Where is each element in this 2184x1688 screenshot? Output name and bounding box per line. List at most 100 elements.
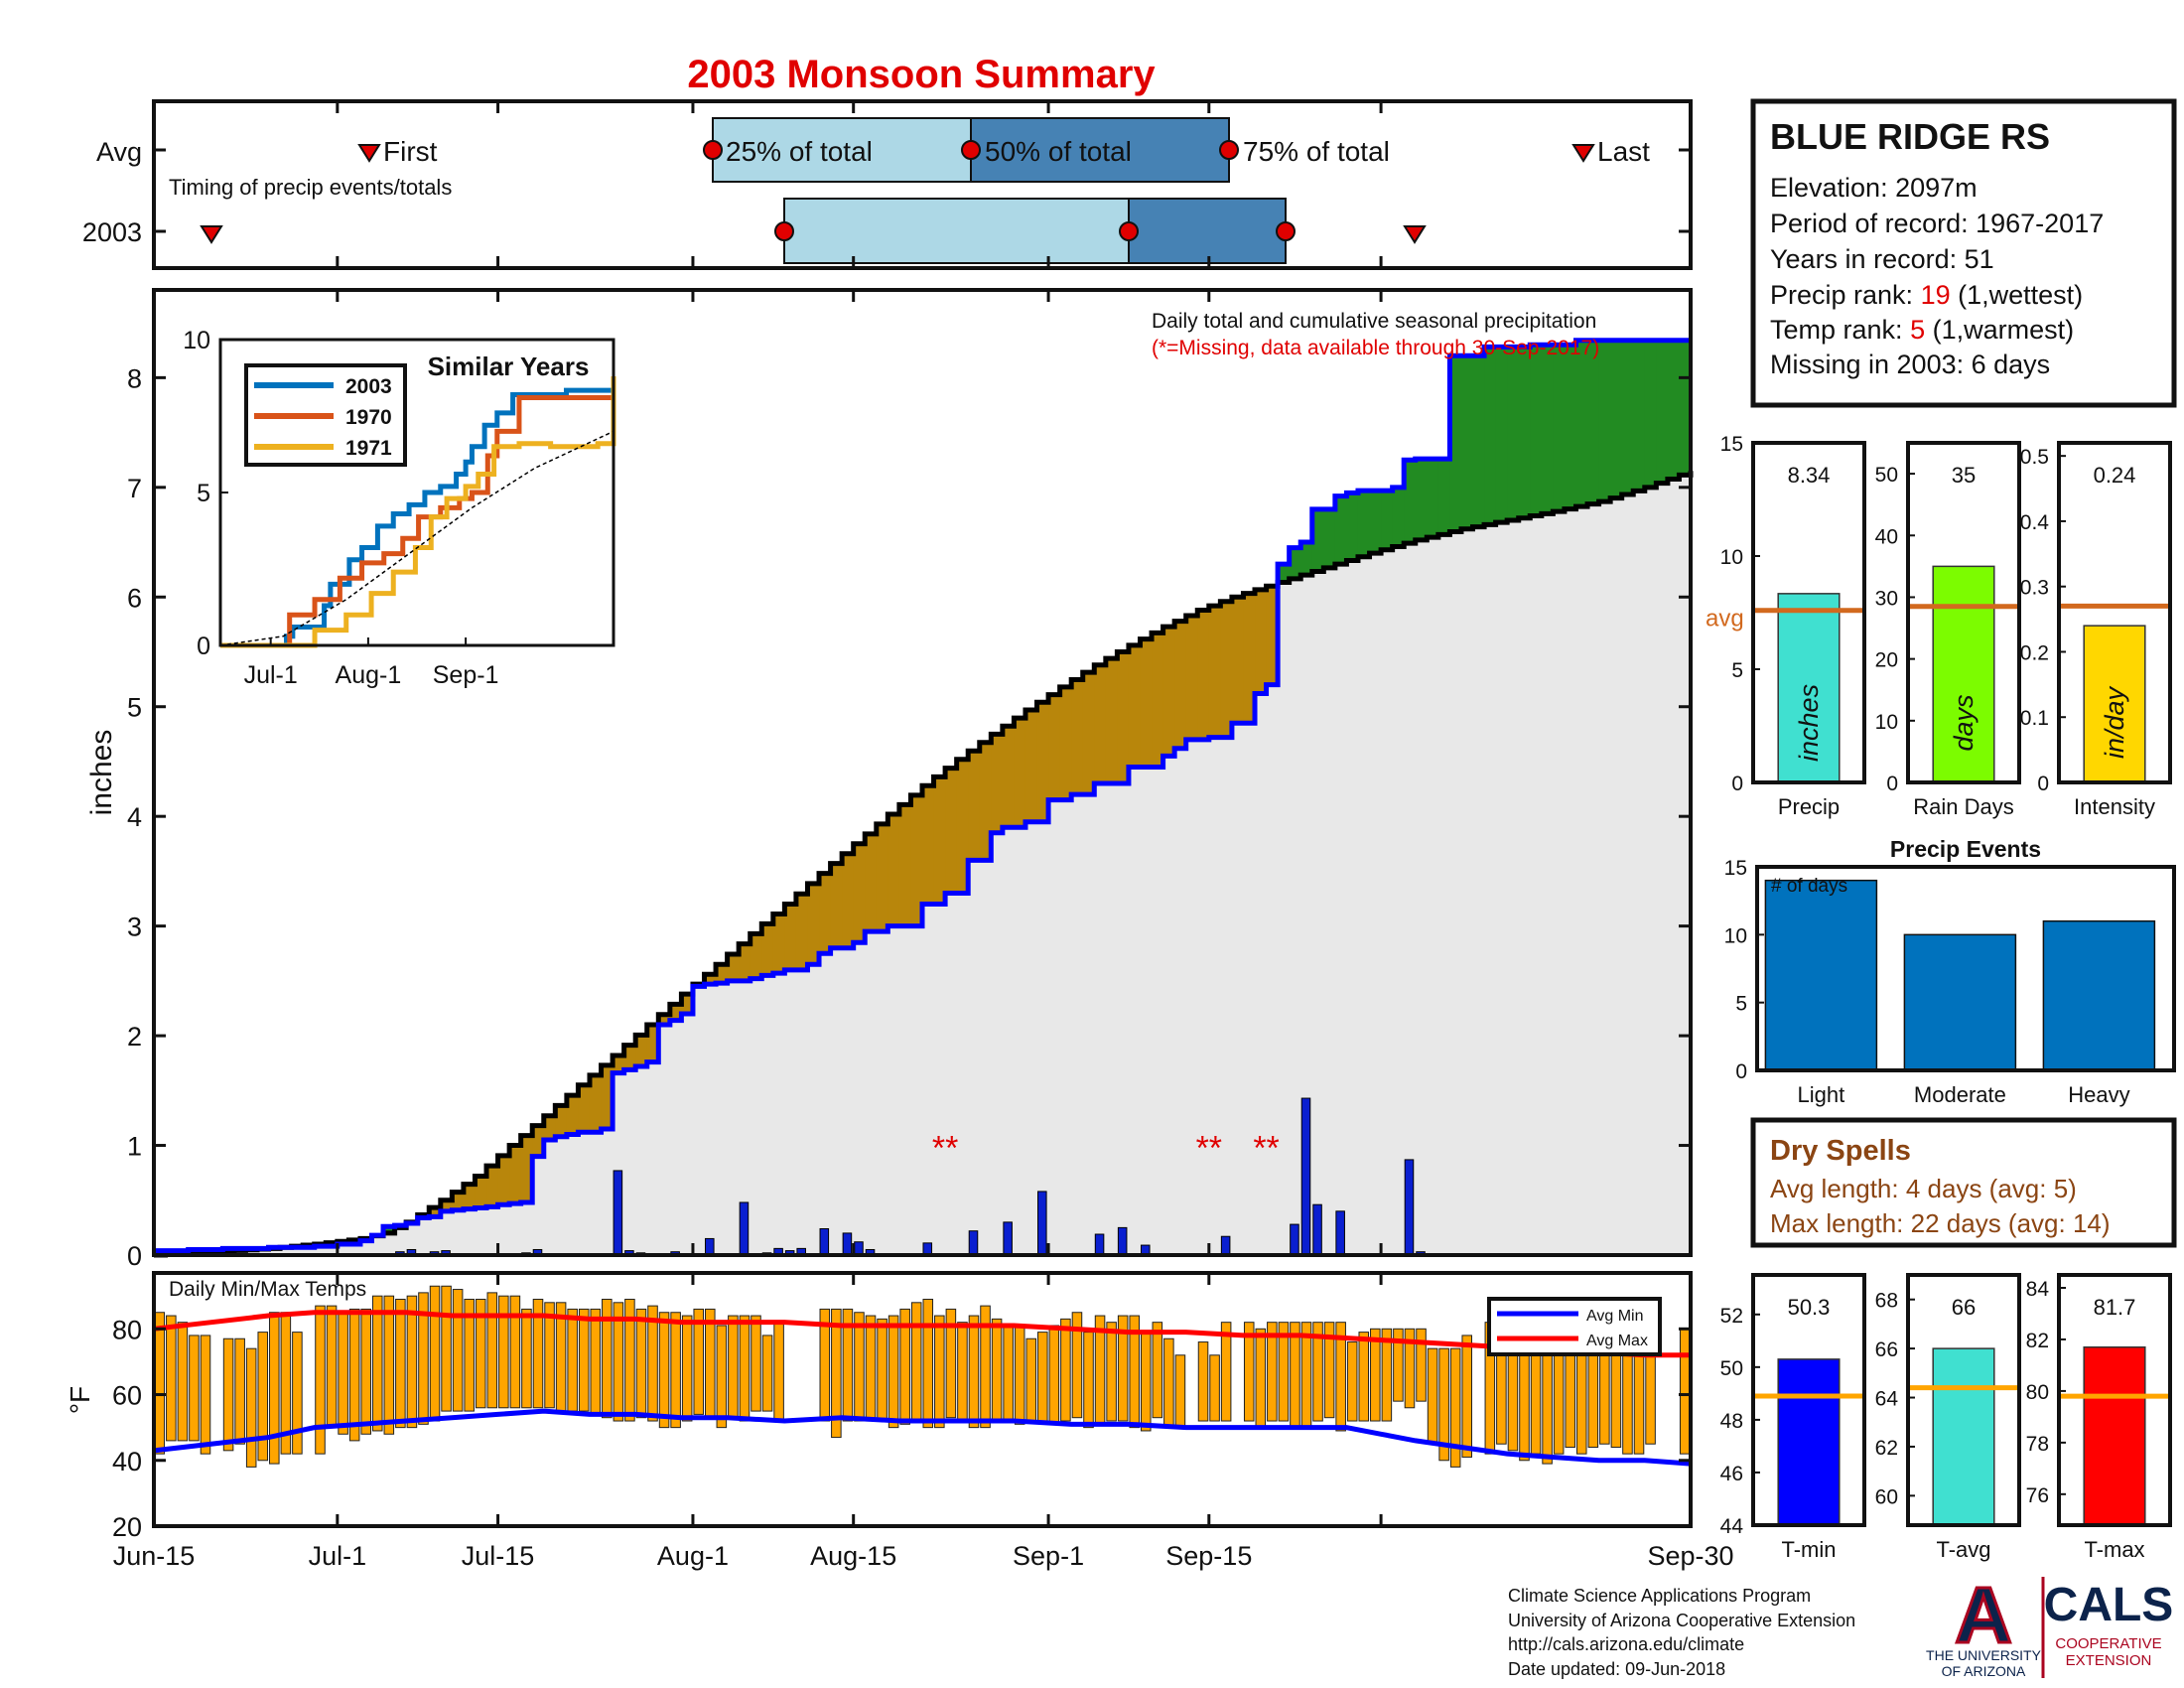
temp-range-bar (429, 1285, 441, 1422)
below-average-fill (681, 994, 694, 1014)
cals-logo: CALS COOPERATIVE EXTENSION (2044, 1579, 2174, 1669)
y2003-box-50-75 (1128, 198, 1287, 264)
ua-logo: A THE UNIVERSITY OF ARIZONA (1926, 1570, 2042, 1680)
temp-range-bar (1003, 1325, 1014, 1422)
temp-range-bar (360, 1308, 371, 1435)
temp-range-bar (521, 1308, 532, 1409)
above-average-fill (1346, 492, 1359, 561)
main-missing-note: (*=Missing, data available through 30-Se… (1152, 337, 1599, 359)
event-category-label: Light (1798, 1082, 1845, 1107)
below-average-fill (1152, 633, 1164, 768)
below-average-fill (1162, 627, 1175, 757)
below-average-fill (1266, 586, 1279, 685)
label-first: First (383, 136, 438, 167)
temp-t-avg-value: 66 (1952, 1295, 1976, 1320)
temp-range-bar (751, 1315, 761, 1412)
temp-ytick-label: 40 (112, 1447, 142, 1477)
main-ytick-label: 5 (127, 693, 142, 723)
y2003-75-marker (1276, 221, 1296, 241)
temp-range-bar (418, 1292, 429, 1425)
timing-row-2003-label: 2003 (82, 217, 142, 247)
precip-rank-prefix: Precip rank: (1770, 280, 1921, 310)
daily-precip-bar (613, 1170, 623, 1256)
below-average-fill (635, 1035, 648, 1067)
above-average-fill (1598, 340, 1611, 502)
daily-precip-bar (1037, 1191, 1047, 1256)
event-ytick-label: 10 (1724, 924, 1747, 947)
summary-precip-label: Precip (1778, 794, 1840, 819)
temp-range-bar (395, 1298, 406, 1429)
temp-range-bar (1438, 1347, 1449, 1462)
daily-precip-bar (1220, 1235, 1231, 1256)
event-ytick-label: 5 (1735, 993, 1747, 1016)
below-average-fill (761, 923, 774, 976)
temp-range-bar (1278, 1322, 1290, 1422)
daily-precip-bar (1300, 1097, 1311, 1256)
summary-intensity-ytick-label: 0.5 (2020, 446, 2049, 469)
event-ytick-label: 15 (1724, 857, 1747, 880)
inset-line-average (219, 430, 614, 646)
temp-range-bar (1449, 1347, 1461, 1468)
avg-first-marker (357, 144, 381, 163)
temp-range-bar (544, 1302, 555, 1409)
summary-rain-days-ytick-label: 20 (1875, 649, 1898, 672)
below-average-fill (887, 813, 900, 926)
temp-t-min-ytick-label: 52 (1720, 1305, 1743, 1328)
dry-spells-frame (1750, 1117, 2177, 1248)
temp-plot-area (153, 1285, 1692, 1468)
temp-line-avg-max (153, 1310, 1691, 1358)
below-average-fill (819, 873, 832, 954)
below-average-fill (739, 943, 751, 981)
footer: Climate Science Applications Program Uni… (1508, 1570, 2174, 1680)
main-ytick-label: 6 (127, 583, 142, 613)
below-average-fill (646, 1025, 659, 1062)
daily-precip-bar (842, 1232, 853, 1256)
timing-note: Timing of precip events/totals (169, 175, 452, 200)
main-ytick-label: 7 (127, 474, 142, 503)
temp-range-bar (842, 1308, 854, 1422)
temp-range-bar (1267, 1322, 1278, 1422)
date-tick-label: Aug-15 (810, 1541, 896, 1571)
station-frame (1750, 98, 2177, 408)
summary-intensity-ytick-label: 0.1 (2020, 707, 2049, 730)
temp-range-bar (509, 1295, 521, 1409)
avg-box-25-50 (712, 117, 972, 183)
temp-range-bar (716, 1325, 728, 1429)
temp-range-bar (980, 1305, 991, 1429)
temp-range-bar (1393, 1328, 1404, 1402)
footer-line2: University of Arizona Cooperative Extens… (1508, 1611, 1855, 1630)
temp-t-max-ytick-label: 78 (2026, 1433, 2049, 1456)
temp-range-bar (1679, 1328, 1691, 1455)
temp-rank-value: 5 (1910, 315, 1925, 345)
above-average-fill (1460, 355, 1474, 529)
below-average-fill (429, 1207, 442, 1217)
above-average-fill (1633, 340, 1646, 492)
temp-range-bar (887, 1315, 899, 1429)
above-average-fill (1311, 508, 1324, 572)
main-y-axis: 0 1 2 3 4 5 6 7 8 (127, 363, 1691, 1271)
event-bar-moderate (1903, 933, 2017, 1071)
temp-range-bar (1025, 1337, 1037, 1422)
main-precip-chart: 0 1 2 3 4 5 6 7 8 inches Daily total and cumulat… (85, 288, 1694, 1271)
below-average-fill (658, 1014, 671, 1026)
temp-range-bar (1370, 1328, 1381, 1422)
missing-markers: ** ** ** (932, 1130, 1280, 1168)
temp-range-bar (269, 1312, 280, 1465)
date-tick-label: Jun-15 (113, 1541, 196, 1571)
above-average-fill (1530, 345, 1543, 516)
inset-plot-area (219, 375, 616, 648)
temp-range-bar (910, 1302, 922, 1422)
temp-range-bar (200, 1335, 211, 1455)
temp-range-bar (1243, 1322, 1255, 1422)
temp-t-max-label: T-max (2084, 1537, 2144, 1562)
below-average-fill (979, 742, 992, 861)
inset-line-2003 (220, 387, 614, 648)
temp-range-bar (1496, 1347, 1507, 1445)
below-average-fill (1255, 589, 1268, 694)
temp-range-bar (1255, 1328, 1267, 1429)
figure-title: 2003 Monsoon Summary (687, 53, 1156, 96)
main-ytick-label: 2 (127, 1022, 142, 1052)
above-average-fill (1564, 345, 1576, 509)
temp-range-bar (647, 1305, 658, 1422)
